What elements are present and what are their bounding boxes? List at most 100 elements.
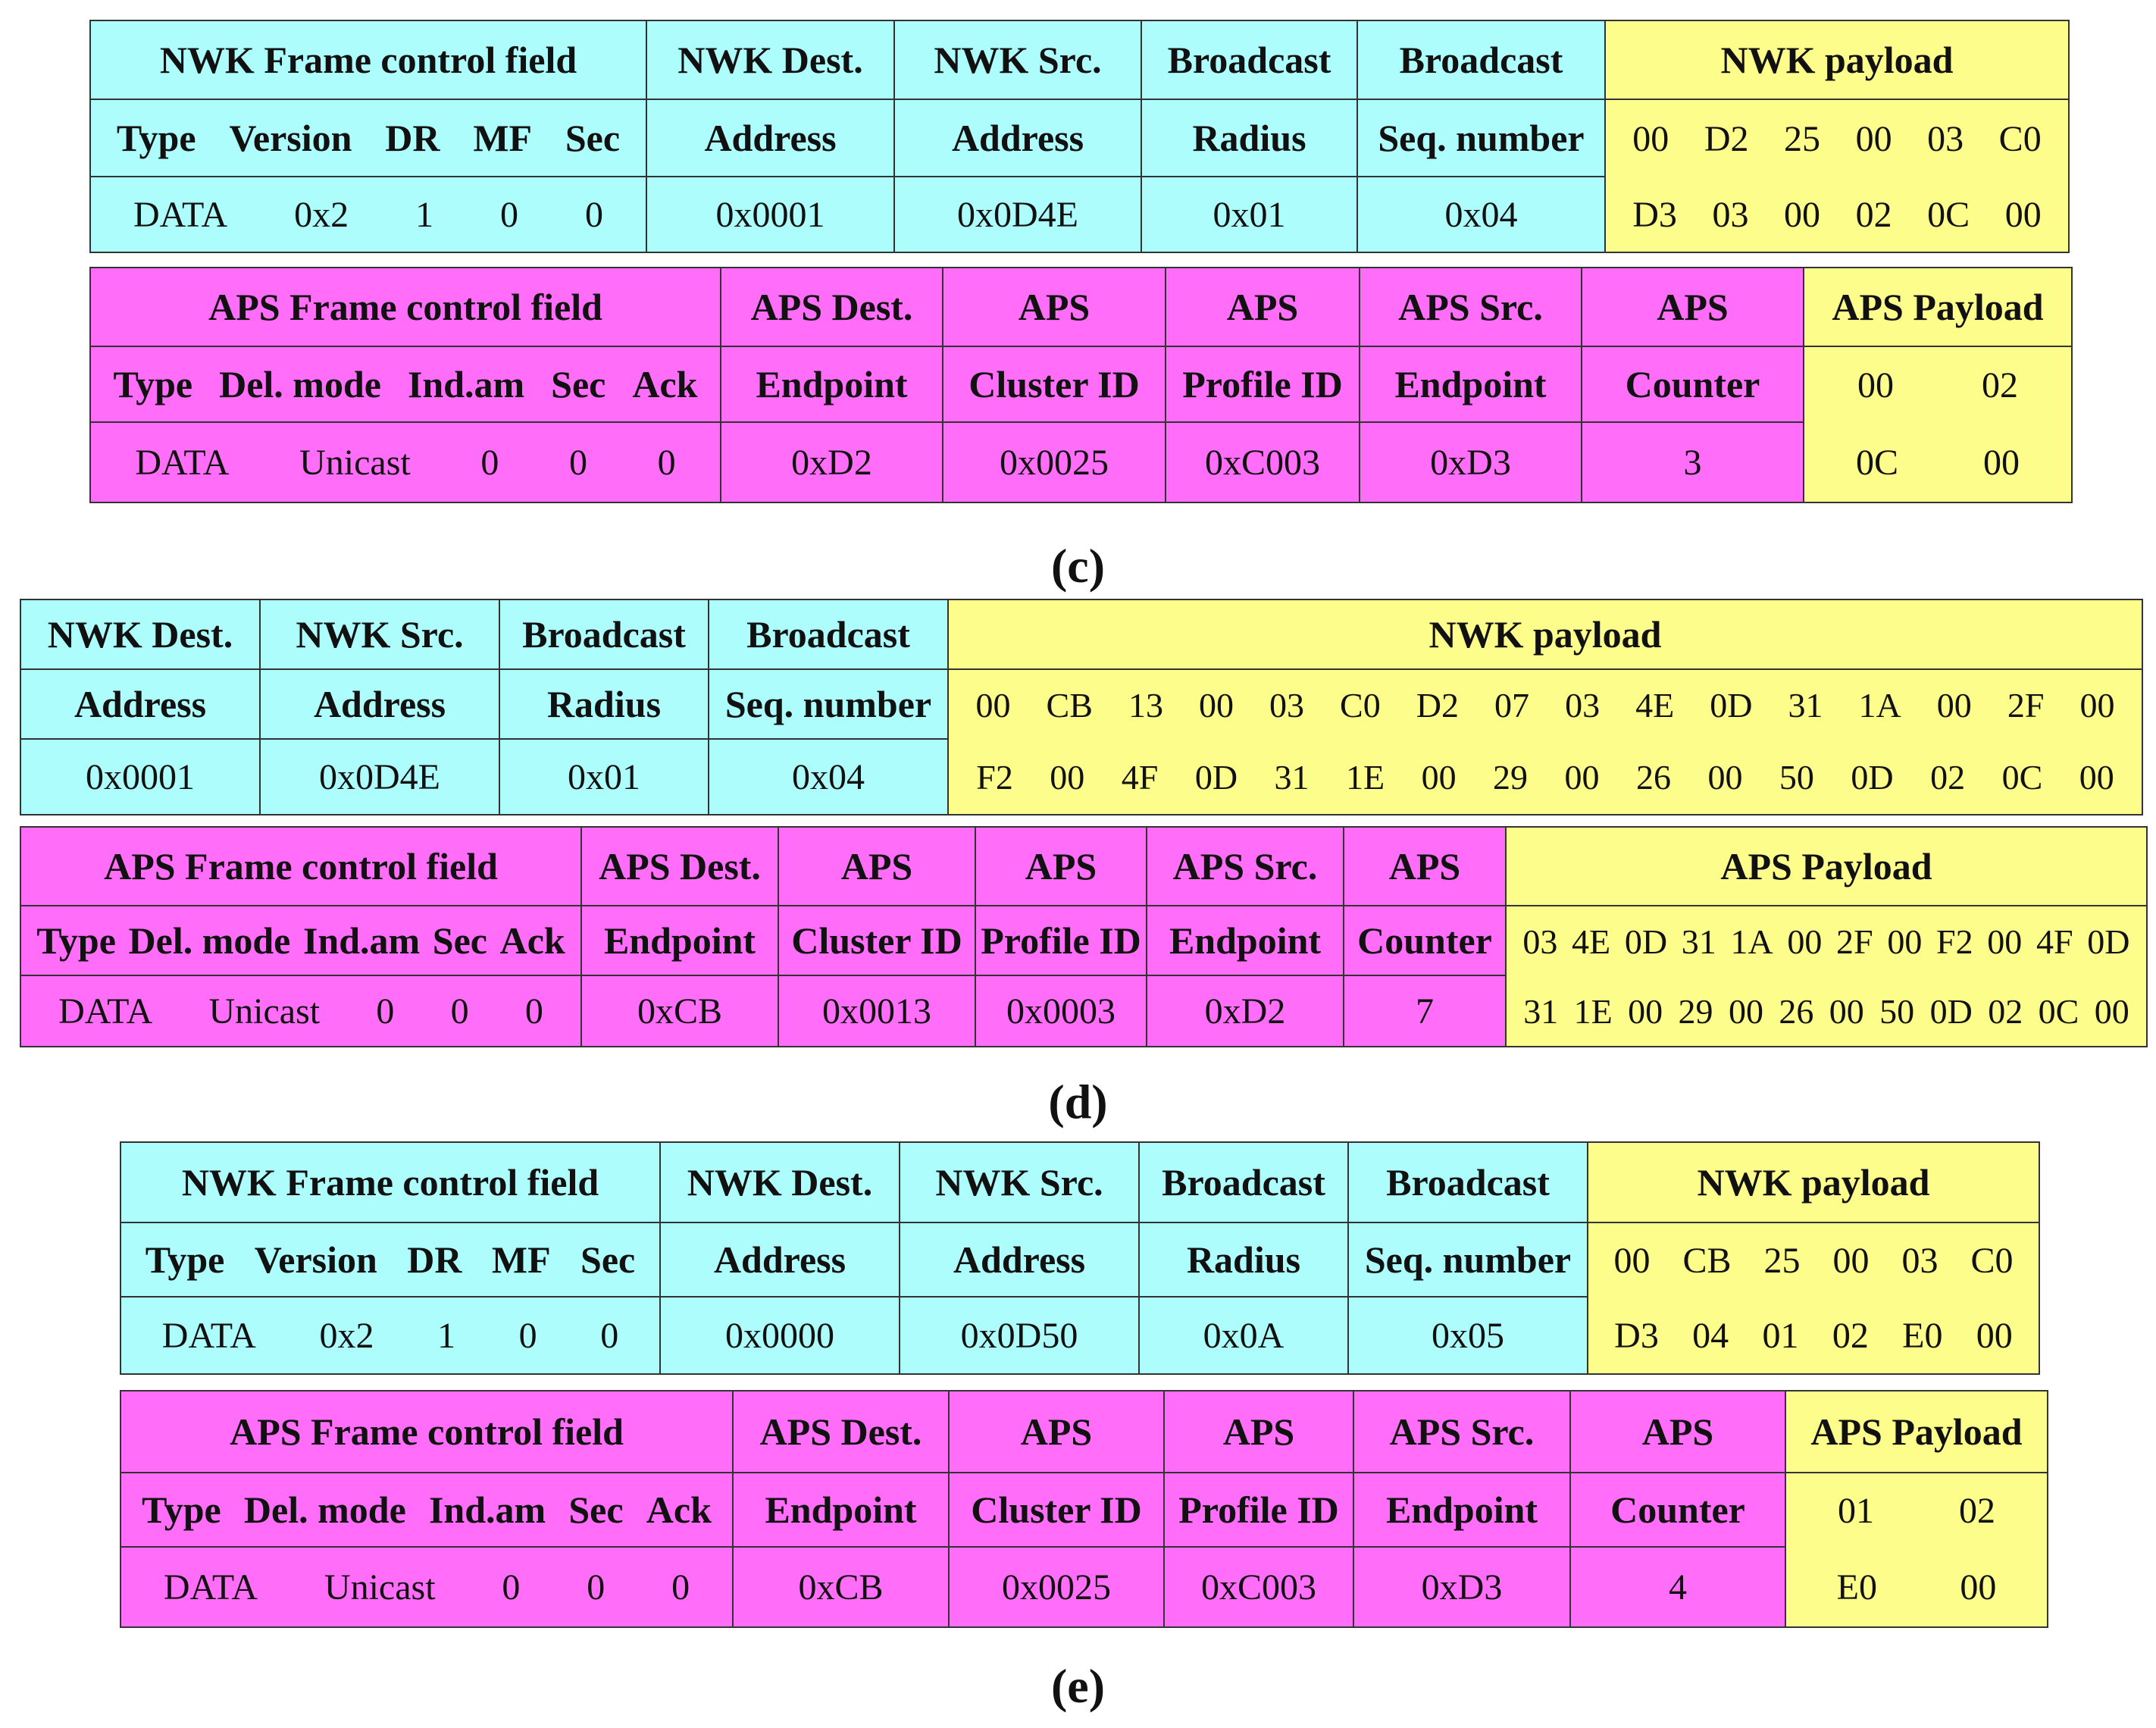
fcf-subfield-value: DATA xyxy=(161,1315,256,1356)
fcf-subfield-header: Type xyxy=(145,1238,225,1281)
payload-byte: 00 xyxy=(1936,685,1972,725)
aps-field-value: 0xCB xyxy=(582,976,779,1046)
payload-byte: 26 xyxy=(1779,991,1814,1031)
aps-field-value: 3 xyxy=(1582,423,1804,502)
aps-field-header: Endpoint xyxy=(582,906,779,976)
payload-byte: 00 xyxy=(2079,685,2115,725)
nwk-field-value: 0x0A xyxy=(1140,1298,1349,1373)
figure-caption: (c) xyxy=(1050,539,1106,593)
nwk-field-value: 0x04 xyxy=(709,740,949,814)
aps-field-header: Profile ID xyxy=(1166,347,1360,423)
nwk-fcf-values: DATA 0x2 1 0 0 xyxy=(121,1298,661,1373)
aps-field-header: Cluster ID xyxy=(950,1473,1165,1548)
payload-byte: 4E xyxy=(1635,685,1675,725)
payload-byte: 00 xyxy=(1728,991,1763,1031)
aps-payload-title: APS Payload xyxy=(1507,828,2146,906)
payload-byte: 00 xyxy=(1832,1240,1870,1281)
aps-field-header: Endpoint xyxy=(734,1473,950,1548)
aps-field-value: 0x0003 xyxy=(976,976,1147,1046)
aps-field-header: Endpoint xyxy=(721,347,943,423)
aps-field-value: 0xD3 xyxy=(1354,1548,1571,1626)
aps-field-header: Profile ID xyxy=(1165,1473,1354,1548)
payload-byte: 03 xyxy=(1927,118,1964,159)
payload-byte: 0D xyxy=(1851,757,1894,797)
nwk-payload-bytes: 00 CB 13 00 03 C0 D2 07 03 4E 0D 31 1A 00 2F 00 xyxy=(949,670,2142,740)
aps-field-value: 0x0013 xyxy=(779,976,976,1046)
payload-byte: 00 xyxy=(2094,991,2129,1031)
payload-byte: D2 xyxy=(1704,118,1749,159)
aps-field-header: Endpoint xyxy=(1354,1473,1571,1548)
nwk-field-header: NWK Src. xyxy=(900,1143,1140,1223)
aps-field-value: 0xC003 xyxy=(1165,1548,1354,1626)
payload-byte: 31 xyxy=(1788,685,1823,725)
payload-byte: C0 xyxy=(1340,685,1381,725)
nwk-field-header: NWK Dest. xyxy=(661,1143,900,1223)
nwk-fcf-title: NWK Frame control field xyxy=(91,21,647,100)
aps-field-header: Counter xyxy=(1582,347,1804,423)
payload-byte: 00 xyxy=(1855,118,1892,159)
nwk-field-header: Broadcast xyxy=(1349,1143,1588,1223)
payload-byte: 03 xyxy=(1522,922,1558,961)
payload-byte: 03 xyxy=(1901,1240,1939,1281)
nwk-field-header: Broadcast xyxy=(709,600,949,670)
fcf-subfield-header: Ack xyxy=(632,363,698,405)
nwk-field-value: 0x0D4E xyxy=(895,177,1142,252)
aps-field-header: APS xyxy=(950,1391,1165,1473)
payload-byte: 00 xyxy=(1829,991,1864,1031)
aps-field-header: Cluster ID xyxy=(943,347,1166,423)
nwk-header-table-e: NWK Frame control field Type Version DR MF Se… xyxy=(120,1141,2040,1375)
payload-byte: 00 xyxy=(2079,757,2114,797)
aps-fcf-subfields: Type Del. mode Ind.am Sec Ack xyxy=(121,1473,734,1548)
aps-field-header: Cluster ID xyxy=(779,906,976,976)
payload-byte: 00 xyxy=(1707,757,1743,797)
aps-field-header: Counter xyxy=(1344,906,1507,976)
nwk-header-table-c: NWK Frame control field Type Version DR MF Se… xyxy=(89,20,2070,253)
payload-byte: 0C xyxy=(1927,194,1970,235)
figure-caption: (d) xyxy=(1048,1075,1108,1129)
payload-byte: 07 xyxy=(1494,685,1530,725)
payload-byte: E0 xyxy=(1836,1567,1877,1607)
payload-byte: 01 xyxy=(1762,1315,1799,1356)
aps-field-header: Endpoint xyxy=(1360,347,1582,423)
aps-payload-title: APS Payload xyxy=(1786,1391,2047,1473)
nwk-field-header: Address xyxy=(647,100,895,177)
fcf-subfield-value: 0 xyxy=(657,442,676,483)
nwk-field-header: Address xyxy=(900,1223,1140,1298)
payload-byte: 0C xyxy=(2038,991,2079,1031)
payload-byte: 03 xyxy=(1269,685,1305,725)
aps-field-header: APS xyxy=(1344,828,1507,906)
fcf-subfield-value: 1 xyxy=(415,194,434,235)
payload-byte: 00 xyxy=(1613,1240,1651,1281)
fcf-subfield-header: Del. mode xyxy=(243,1489,406,1531)
payload-byte: 31 xyxy=(1681,922,1716,961)
fcf-subfield-header: MF xyxy=(473,117,533,159)
aps-field-header: APS xyxy=(976,828,1147,906)
payload-byte: CB xyxy=(1046,685,1093,725)
fcf-subfield-value: 1 xyxy=(437,1315,456,1356)
payload-byte: 00 xyxy=(2004,194,2042,235)
aps-field-header: APS Dest. xyxy=(582,828,779,906)
payload-byte: 00 xyxy=(1887,922,1923,961)
fcf-subfield-header: Sec xyxy=(565,117,621,159)
fcf-subfield-value: 0 xyxy=(502,1567,521,1607)
aps-payload-bytes: 0C 00 xyxy=(1804,423,2071,502)
nwk-field-header: Seq. number xyxy=(1358,100,1606,177)
payload-byte: 1E xyxy=(1573,991,1613,1031)
fcf-subfield-value: DATA xyxy=(163,1567,258,1607)
fcf-subfield-value: 0x2 xyxy=(319,1315,374,1356)
aps-payload-bytes: 31 1E 00 29 00 26 00 50 0D 02 0C 00 xyxy=(1507,976,2146,1046)
payload-byte: 00 xyxy=(1976,1315,2013,1356)
fcf-subfield-header: Ind.am xyxy=(302,919,421,962)
payload-byte: 00 xyxy=(1628,991,1663,1031)
nwk-field-value: 0x0D4E xyxy=(261,740,500,814)
aps-payload-bytes: 03 4E 0D 31 1A 00 2F 00 F2 00 4F 0D xyxy=(1507,906,2146,976)
fcf-subfield-header: Sec xyxy=(432,919,487,962)
nwk-field-value: 0x01 xyxy=(1142,177,1358,252)
aps-payload-bytes: E0 00 xyxy=(1786,1548,2047,1626)
nwk-fcf-title: NWK Frame control field xyxy=(121,1143,661,1223)
payload-byte: 29 xyxy=(1493,757,1529,797)
payload-byte: 1A xyxy=(1730,922,1773,961)
aps-field-value: 7 xyxy=(1344,976,1507,1046)
fcf-subfield-header: DR xyxy=(385,117,440,159)
nwk-fcf-values: DATA 0x2 1 0 0 xyxy=(91,177,647,252)
